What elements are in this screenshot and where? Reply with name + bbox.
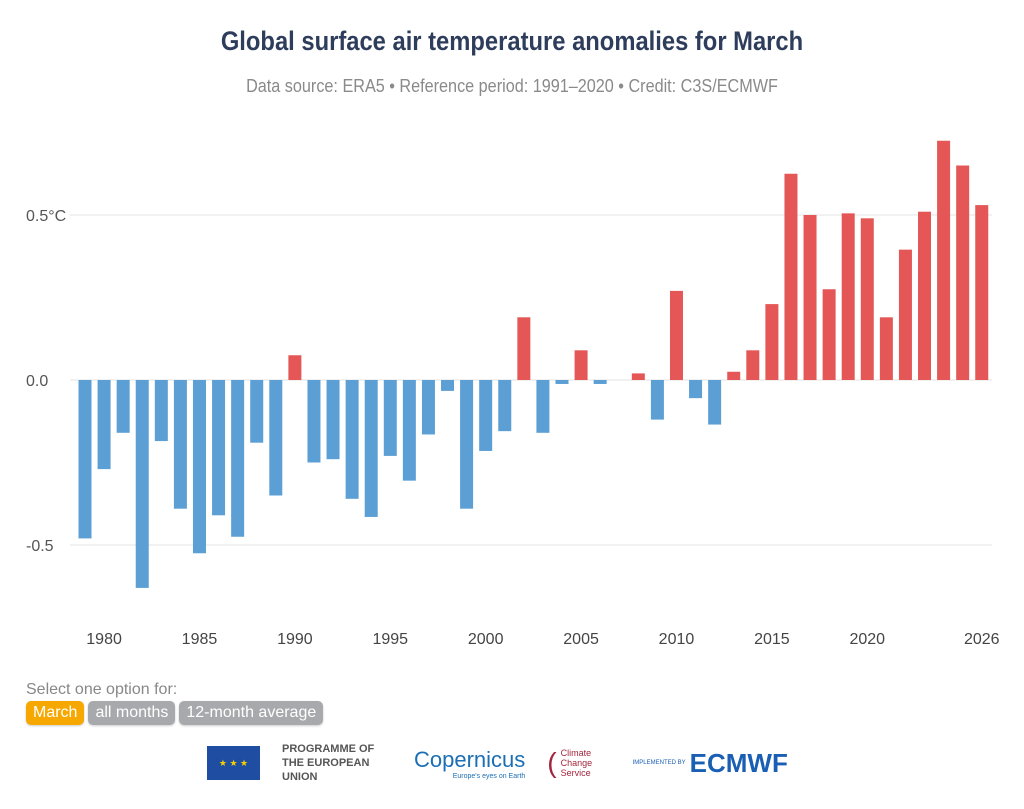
x-tick-label: 2005 xyxy=(563,631,599,648)
x-tick-label: 2020 xyxy=(849,631,885,648)
bar-1983 xyxy=(154,380,168,442)
option-12-month-average-button[interactable]: 12-month average xyxy=(179,701,324,725)
bar-chart: 0.5°C 0.0 -0.5 1980 1985 1990 1995 2000 2005 2010… xyxy=(26,140,1000,648)
bar-2011 xyxy=(689,380,703,399)
bar-2001 xyxy=(498,380,512,432)
bar-2014 xyxy=(746,350,760,380)
chart-subtitle: Data source: ERA5 • Reference period: 19… xyxy=(246,76,778,96)
option-march-button[interactable]: March xyxy=(26,701,85,725)
bar-2006 xyxy=(593,380,607,384)
bar-2008 xyxy=(631,373,645,380)
bar-2020 xyxy=(860,218,874,380)
bar-2015 xyxy=(765,304,779,380)
bar-1991 xyxy=(307,380,321,463)
bar-1980 xyxy=(97,380,111,470)
bar-2010 xyxy=(669,290,683,380)
bar-2025 xyxy=(956,165,970,380)
x-tick-label: 2015 xyxy=(754,631,790,648)
bar-2026 xyxy=(975,205,989,380)
bar-1994 xyxy=(364,380,378,517)
c3s-logo: (Climate Change Service xyxy=(547,747,593,778)
bar-1993 xyxy=(345,380,359,499)
bar-2023 xyxy=(918,211,932,380)
x-tick-label: 1985 xyxy=(182,631,218,648)
bar-1996 xyxy=(402,380,416,481)
bar-1992 xyxy=(326,380,340,460)
bar-2017 xyxy=(803,215,817,380)
bar-2009 xyxy=(650,380,664,420)
x-tick-label: 1995 xyxy=(372,631,408,648)
bar-1982 xyxy=(135,380,149,588)
bar-1989 xyxy=(269,380,283,496)
bar-2016 xyxy=(784,173,798,380)
bar-1990 xyxy=(288,355,302,380)
x-tick-label: 1980 xyxy=(86,631,122,648)
eu-flag-logo: ★ ★ ★ xyxy=(207,746,260,780)
bar-2021 xyxy=(879,317,893,380)
bar-2012 xyxy=(708,380,722,425)
bar-1995 xyxy=(383,380,397,456)
bar-1999 xyxy=(460,380,474,509)
bar-1997 xyxy=(421,380,435,435)
bar-2004 xyxy=(555,380,569,384)
bar-2005 xyxy=(574,350,588,380)
bar-2013 xyxy=(727,371,741,380)
x-tick-label: 2000 xyxy=(468,631,504,648)
bar-2000 xyxy=(479,380,493,451)
x-tick-label: 2026 xyxy=(964,631,1000,648)
x-tick-label: 2010 xyxy=(659,631,695,648)
chart-title: Global surface air temperature anomalies… xyxy=(220,26,804,56)
logo-bar: ★ ★ ★ PROGRAMME OF THE EUROPEAN UNION Co… xyxy=(207,742,788,784)
bar-1986 xyxy=(212,380,226,516)
bar-1981 xyxy=(116,380,130,433)
copernicus-logo: Copernicus Europe's eyes on Earth xyxy=(414,746,526,780)
bar-1984 xyxy=(173,380,187,509)
x-tick-label: 1990 xyxy=(277,631,313,648)
bar-1979 xyxy=(78,380,92,539)
bar-2018 xyxy=(822,289,836,380)
bar-2022 xyxy=(898,249,912,380)
option-selector: Select one option for: March all months … xyxy=(26,681,324,725)
bar-1988 xyxy=(250,380,264,443)
bar-2019 xyxy=(841,213,855,380)
ecmwf-logo: IMPLEMENTED BY ECMWF xyxy=(632,747,788,778)
selector-label: Select one option for: xyxy=(26,681,178,698)
bar-1998 xyxy=(441,380,455,391)
option-all-months-button[interactable]: all months xyxy=(88,701,176,725)
y-tick-label: -0.5 xyxy=(26,538,54,555)
bar-1985 xyxy=(192,380,206,554)
bar-2003 xyxy=(536,380,550,433)
eu-programme-text: PROGRAMME OF THE EUROPEAN UNION xyxy=(282,743,375,783)
y-tick-label: 0.0 xyxy=(26,373,48,390)
bar-2024 xyxy=(937,140,951,380)
y-tick-label: 0.5°C xyxy=(26,208,66,225)
bar-2002 xyxy=(517,317,531,380)
bar-1987 xyxy=(231,380,245,537)
